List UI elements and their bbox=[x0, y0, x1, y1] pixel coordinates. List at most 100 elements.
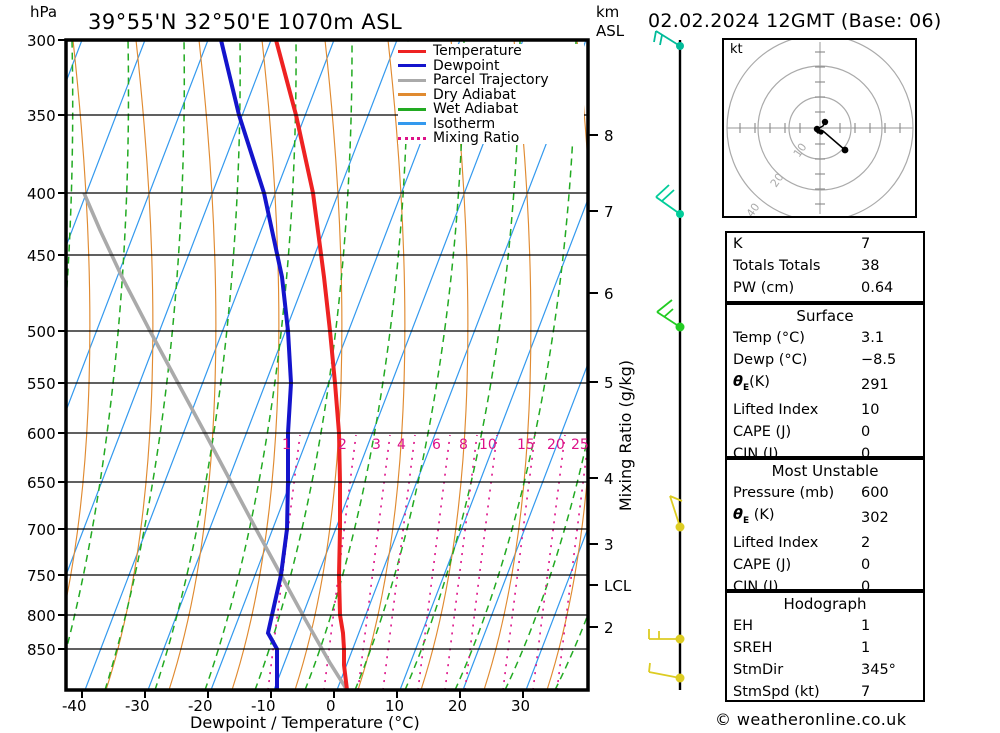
table-row: CAPE (J) 0 bbox=[727, 421, 923, 443]
legend-swatch bbox=[398, 64, 426, 68]
row-label: PW (cm) bbox=[733, 280, 795, 296]
legend-label: Isotherm bbox=[433, 115, 496, 132]
pressure-tick: 500 bbox=[27, 323, 56, 341]
legend-item: Temperature bbox=[398, 44, 584, 59]
hodograph-stats-panel: Hodograph EH 1 SREH 1 StmDir 345° StmSpd (kt) 7 bbox=[725, 591, 925, 702]
row-label: CIN (J) bbox=[733, 578, 779, 595]
legend-item: Dry Adiabat bbox=[398, 88, 584, 103]
wind-barb bbox=[648, 629, 685, 644]
temp-tick: -20 bbox=[188, 697, 213, 715]
mixing-ratio-label: 10 bbox=[479, 437, 497, 453]
sounding-datetime: 02.02.2024 12GMT (Base: 06) bbox=[648, 10, 942, 32]
temp-tick: -40 bbox=[62, 697, 87, 715]
legend: Temperature Dewpoint Parcel Trajectory Dry … bbox=[398, 44, 584, 146]
pressure-tick: 350 bbox=[27, 107, 56, 125]
row-label: StmSpd (kt) bbox=[733, 684, 820, 700]
table-row: θE(K) 291 bbox=[727, 371, 923, 399]
row-value: 3.1 bbox=[861, 330, 885, 346]
row-label: EH bbox=[733, 618, 754, 634]
row-value: 0 bbox=[861, 445, 871, 462]
hodograph-panel-title: Hodograph bbox=[783, 595, 867, 613]
row-label: Lifted Index bbox=[733, 401, 819, 418]
row-label: CIN (J) bbox=[733, 445, 779, 462]
legend-label: Dewpoint bbox=[433, 57, 500, 74]
wind-barb bbox=[656, 299, 685, 332]
right-axis-unit-km: km bbox=[596, 3, 620, 21]
row-label: θE (K) bbox=[733, 507, 775, 526]
height-tick: 3 bbox=[604, 536, 614, 554]
temp-tick: 10 bbox=[385, 697, 405, 715]
temp-tick: 20 bbox=[448, 697, 468, 715]
pressure-tick: 650 bbox=[27, 474, 56, 492]
height-tick: 2 bbox=[604, 619, 614, 637]
most-unstable-panel: Most Unstable Pressure (mb) 600 θE (K) 302 L… bbox=[725, 458, 925, 595]
row-value: 0.64 bbox=[861, 280, 894, 296]
row-label: θE(K) bbox=[733, 374, 770, 393]
wind-barb bbox=[653, 30, 684, 50]
most-unstable-panel-title: Most Unstable bbox=[771, 462, 879, 480]
mixing-ratio-label: 25 bbox=[571, 437, 589, 453]
pressure-tick: 600 bbox=[27, 425, 56, 443]
pressure-tick: 300 bbox=[27, 32, 56, 50]
row-value: 7 bbox=[861, 236, 871, 252]
table-row: θE (K) 302 bbox=[727, 504, 923, 532]
temp-tick: -30 bbox=[125, 697, 150, 715]
legend-item: Mixing Ratio bbox=[398, 131, 584, 146]
table-row: Lifted Index 2 bbox=[727, 532, 923, 554]
row-value: 291 bbox=[861, 376, 889, 393]
legend-item: Dewpoint bbox=[398, 59, 584, 74]
mixing-ratio-label: 6 bbox=[432, 437, 441, 453]
page-title: 39°55'N 32°50'E 1070m ASL bbox=[88, 10, 403, 34]
table-row: Totals Totals 38 bbox=[727, 255, 923, 277]
pressure-tick: 800 bbox=[27, 607, 56, 625]
height-tick: 5 bbox=[604, 374, 614, 392]
surface-panel: Surface Temp (°C) 3.1 Dewp (°C) −8.5 θE(K) 29… bbox=[725, 303, 925, 462]
table-row: Dewp (°C) −8.5 bbox=[727, 349, 923, 371]
table-row: PW (cm) 0.64 bbox=[727, 277, 923, 299]
legend-item: Wet Adiabat bbox=[398, 102, 584, 117]
mixing-ratio-label: 2 bbox=[338, 437, 347, 453]
pressure-tick: 700 bbox=[27, 521, 56, 539]
row-value: 0 bbox=[861, 556, 871, 573]
hodograph-ring-labels: 10 20 40 bbox=[744, 141, 810, 216]
row-value: 7 bbox=[861, 684, 871, 700]
right-axis-unit-asl: ASL bbox=[596, 22, 625, 40]
lcl-label: LCL bbox=[604, 577, 632, 595]
mixing-ratio-label: 1 bbox=[282, 437, 291, 453]
row-value: 1 bbox=[861, 618, 871, 634]
row-label: Lifted Index bbox=[733, 534, 819, 551]
wind-barb-column bbox=[648, 30, 685, 690]
legend-label: Parcel Trajectory bbox=[433, 72, 549, 89]
legend-label: Mixing Ratio bbox=[433, 130, 520, 147]
table-row: CAPE (J) 0 bbox=[727, 554, 923, 576]
mixing-ratio-label: 4 bbox=[397, 437, 406, 453]
row-label: CAPE (J) bbox=[733, 556, 792, 573]
legend-swatch bbox=[398, 107, 426, 111]
legend-swatch bbox=[398, 136, 426, 140]
row-value: 38 bbox=[861, 258, 880, 274]
hodograph-unit-label: kt bbox=[730, 42, 743, 57]
hodograph-plot: 10 20 40 kt bbox=[722, 38, 917, 218]
temp-tick: -10 bbox=[251, 697, 276, 715]
parcel-trajectory-curve bbox=[82, 192, 349, 690]
hodograph-ring-label-40: 40 bbox=[744, 201, 763, 216]
row-label: Totals Totals bbox=[733, 258, 821, 274]
row-value: 0 bbox=[861, 578, 871, 595]
pressure-tick: 550 bbox=[27, 375, 56, 393]
left-axis-unit: hPa bbox=[30, 3, 58, 21]
table-row: StmSpd (kt) 7 bbox=[727, 681, 923, 703]
hodograph-points bbox=[813, 118, 849, 154]
mixing-ratio-label: 20 bbox=[547, 437, 565, 453]
legend-swatch bbox=[398, 49, 426, 53]
row-label: CAPE (J) bbox=[733, 423, 792, 440]
legend-label: Dry Adiabat bbox=[433, 86, 516, 103]
row-label: K bbox=[733, 236, 743, 252]
hodograph-ring-label-20: 20 bbox=[768, 171, 787, 190]
wind-barb bbox=[655, 184, 684, 218]
row-value: 10 bbox=[861, 401, 880, 418]
surface-panel-title: Surface bbox=[796, 307, 854, 325]
row-label: Dewp (°C) bbox=[733, 352, 808, 368]
legend-label: Temperature bbox=[433, 43, 522, 60]
table-row: StmDir 345° bbox=[727, 659, 923, 681]
